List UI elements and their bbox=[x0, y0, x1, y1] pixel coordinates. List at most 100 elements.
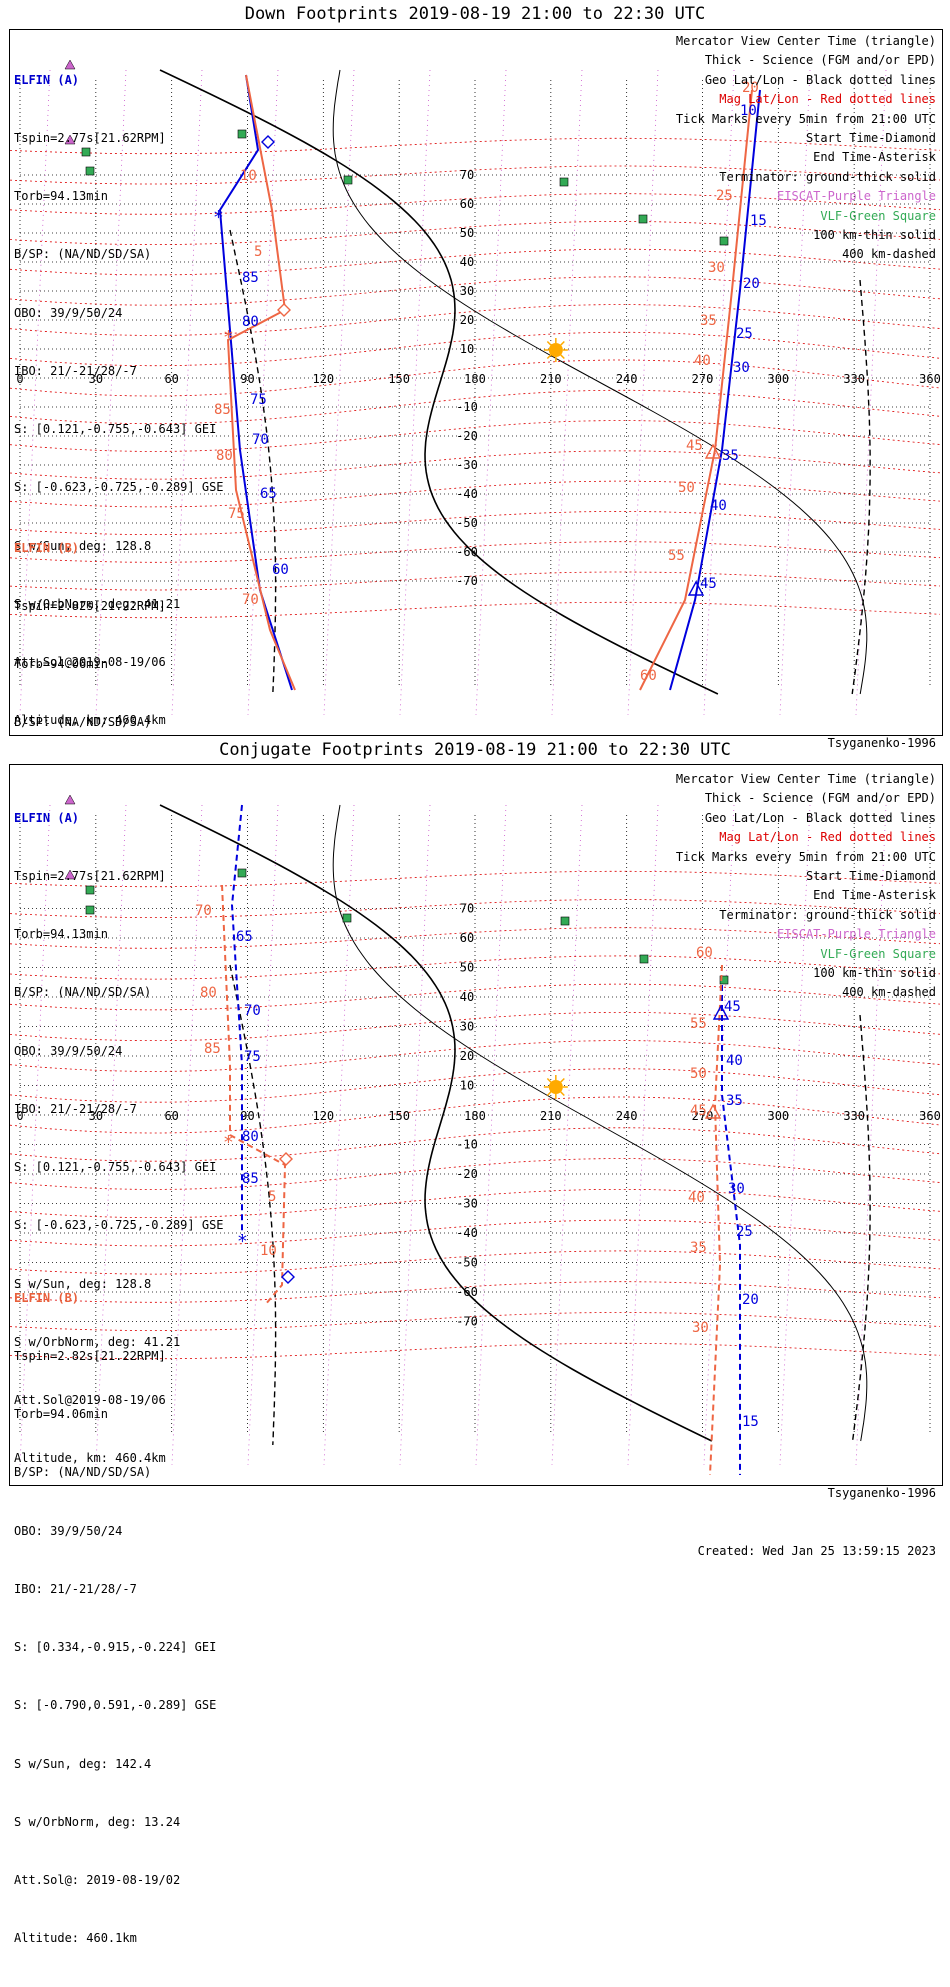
mag-meridian bbox=[475, 804, 507, 1466]
lon-tick-label: 150 bbox=[388, 372, 410, 386]
center-triangle-b-icon bbox=[704, 443, 722, 459]
legend: Mercator View Center Time (triangle) Thic… bbox=[676, 770, 936, 1003]
lon-tick-label: 90 bbox=[240, 372, 254, 386]
elfin-b-track-west bbox=[226, 74, 296, 691]
end-asterisk-a-icon: * bbox=[213, 207, 224, 228]
elfin-a-line: Tspin=2.77s[21.62RPM] bbox=[14, 131, 166, 146]
mag-meridian bbox=[627, 69, 659, 716]
terminator-400km-east bbox=[851, 1014, 871, 1442]
legend-entry: Geo Lat/Lon - Black dotted lines bbox=[704, 810, 936, 825]
tick-label-b: 30 bbox=[708, 260, 725, 276]
end-asterisk-b-icon: * bbox=[223, 327, 234, 348]
tick-label-a: 75 bbox=[244, 1049, 261, 1065]
mag-parallel bbox=[10, 165, 941, 185]
mag-meridian bbox=[855, 804, 887, 1466]
tick-label-b: 80 bbox=[216, 448, 233, 464]
lat-tick-label: 30 bbox=[460, 284, 474, 298]
tick-label-a: 15 bbox=[742, 1414, 759, 1430]
end-asterisk-b-icon: * bbox=[223, 1132, 234, 1153]
center-triangle-a-icon bbox=[687, 580, 705, 596]
elfin-a-info: ELFIN (A) Tspin=2.77s[21.62RPM] Torb=94.… bbox=[14, 770, 224, 1507]
tick-label-b: 70 bbox=[242, 592, 259, 608]
lat-tick-label: 10 bbox=[460, 1079, 474, 1093]
panel-title-down: Down Footprints 2019-08-19 21:00 to 22:3… bbox=[244, 4, 706, 24]
elfin-b-line: Torb=94.06min bbox=[14, 657, 108, 672]
elfin-a-line: IBO: 21/-21/28/-7 bbox=[14, 1101, 137, 1116]
elfin-a-line: Tspin=2.77s[21.62RPM] bbox=[14, 869, 166, 884]
tick-label-a: 75 bbox=[250, 392, 267, 408]
legend-entry: Mercator View Center Time (triangle) bbox=[675, 34, 936, 48]
vlf-station-icon bbox=[237, 868, 247, 878]
tick-label-a: 20 bbox=[742, 1292, 759, 1308]
elfin-b-line: IBO: 21/-21/28/-7 bbox=[14, 1581, 137, 1596]
legend-entry: EISCAT-Purple Triangle bbox=[777, 189, 936, 204]
legend-entry: Mag Lat/Lon - Red dotted lines bbox=[719, 92, 936, 107]
elfin-b-line: Torb=94.06min bbox=[14, 1407, 108, 1422]
mag-parallel bbox=[10, 927, 941, 949]
lat-tick-label: -50 bbox=[456, 1256, 478, 1270]
tick-label-b: 40 bbox=[688, 1190, 705, 1206]
model-name: Tsyganenko-1996 bbox=[827, 735, 936, 750]
tick-label-a: 40 bbox=[710, 498, 727, 514]
mag-parallel bbox=[10, 450, 941, 480]
elfin-b-info: ELFIN (B) Tspin=2.82s[21.22RPM] Torb=94.… bbox=[14, 1250, 216, 1987]
vlf-station-icon bbox=[237, 129, 247, 139]
lon-tick-label: 120 bbox=[312, 372, 334, 386]
elfin-b-line: B/SP: (NA/ND/SD/SA) bbox=[14, 1465, 152, 1480]
elfin-a-track-west bbox=[230, 804, 243, 1235]
mag-meridian bbox=[779, 804, 811, 1466]
legend-entry: VLF-Green Square bbox=[820, 208, 936, 223]
tick-label-b: 25 bbox=[716, 188, 733, 204]
sun-ray bbox=[560, 354, 565, 360]
tick-label-b: 10 bbox=[260, 1243, 277, 1259]
elfin-a-line: S w/Sun, deg: 128.8 bbox=[14, 1276, 152, 1291]
lat-tick-label: -30 bbox=[456, 458, 478, 472]
lat-tick-label: 50 bbox=[460, 961, 474, 975]
mag-parallel bbox=[10, 601, 941, 619]
tick-label-b: 55 bbox=[668, 548, 685, 564]
mag-parallel bbox=[10, 276, 941, 306]
panel-title-conjugate: Conjugate Footprints 2019-08-19 21:00 to… bbox=[219, 740, 731, 760]
terminator-100km bbox=[332, 804, 868, 1442]
legend-entry: Tick Marks every 5min from 21:00 UTC bbox=[675, 849, 936, 864]
credits: Tsyganenko-1996 Created: Wed Jan 25 13:5… bbox=[698, 1445, 936, 1600]
tick-label-a: 80 bbox=[242, 1129, 259, 1145]
elfin-b-track-east bbox=[709, 964, 723, 1476]
mag-parallel bbox=[10, 480, 941, 508]
lat-tick-label: 20 bbox=[460, 1049, 474, 1063]
vlf-station-icon bbox=[719, 236, 729, 246]
mag-meridian bbox=[475, 69, 507, 716]
model-name: Tsyganenko-1996 bbox=[827, 1485, 936, 1500]
mag-parallel bbox=[10, 571, 941, 591]
eiscat-station-icon bbox=[64, 794, 76, 805]
mag-parallel bbox=[10, 220, 941, 245]
sun-ray bbox=[546, 1077, 552, 1083]
tick-label-b: 50 bbox=[690, 1066, 707, 1082]
legend-entry: End Time-Asterisk bbox=[813, 888, 936, 903]
mag-parallel bbox=[10, 1189, 941, 1218]
tick-label-b: 40 bbox=[694, 353, 711, 369]
lon-tick-label: 360 bbox=[919, 372, 941, 386]
vlf-station-icon bbox=[85, 166, 95, 176]
tick-label-b: 85 bbox=[214, 402, 231, 418]
elfin-a-line: S w/OrbNorm, deg: 41.21 bbox=[14, 596, 181, 611]
tick-label-b: 60 bbox=[640, 668, 657, 684]
lat-tick-label: -20 bbox=[456, 1167, 478, 1181]
vlf-station-icon bbox=[343, 175, 353, 185]
terminator-400km-west bbox=[229, 964, 277, 1446]
tick-label-b: 30 bbox=[692, 1320, 709, 1336]
tick-label-b: 45 bbox=[690, 1103, 707, 1119]
elfin-a-line: S: [-0.623,-0.725,-0.289] GSE bbox=[14, 1218, 224, 1233]
elfin-a-line: B/SP: (NA/ND/SD/SA) bbox=[14, 247, 152, 262]
tick-label-a: 20 bbox=[743, 276, 760, 292]
tick-label-a: 85 bbox=[242, 1171, 259, 1187]
elfin-a-track-east bbox=[721, 985, 741, 1475]
mag-parallel bbox=[10, 983, 941, 1011]
panel-conjugate: 0 30 60 90 120 150 180 210 240 270 300 330 360 70 60 50… bbox=[9, 764, 943, 1945]
elfin-b-line: S w/OrbNorm, deg: 13.24 bbox=[14, 1814, 181, 1829]
lat-tick-label: 60 bbox=[460, 197, 474, 211]
tick-label-a: 85 bbox=[242, 270, 259, 286]
elfin-a-line: Altitude, km: 460.4km bbox=[14, 713, 166, 728]
legend-entry: VLF-Green Square bbox=[820, 946, 936, 961]
elfin-b-track-west bbox=[221, 884, 287, 1306]
